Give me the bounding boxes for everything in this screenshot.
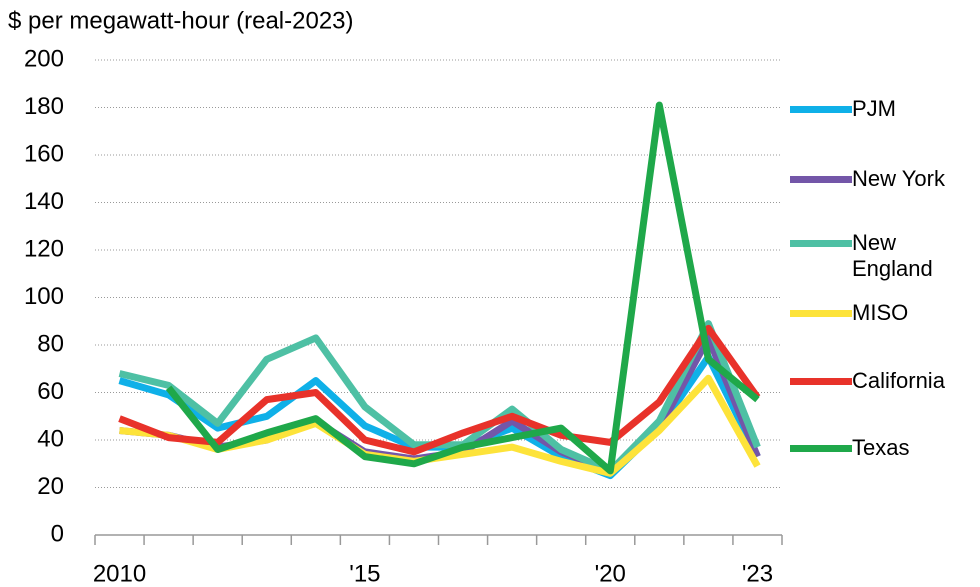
- y-tick-label: 80: [37, 330, 64, 357]
- legend-swatch: [790, 378, 852, 385]
- x-tick-label: '20: [595, 560, 626, 587]
- legend-item: New York: [790, 166, 962, 192]
- y-tick-label: 120: [24, 235, 64, 262]
- legend-label: New England: [852, 230, 933, 281]
- legend-label: Texas: [852, 435, 910, 460]
- y-tick-label: 60: [37, 378, 64, 405]
- legend-swatch: [790, 445, 852, 452]
- y-tick-label: 160: [24, 140, 64, 167]
- legend-item: MISO: [790, 300, 962, 326]
- series-line: [118, 324, 761, 456]
- y-tick-label: 200: [24, 45, 64, 72]
- legend-label: PJM: [852, 96, 896, 121]
- legend-swatch: [790, 176, 852, 183]
- y-tick-label: 140: [24, 188, 64, 215]
- legend-item: New England: [790, 230, 962, 282]
- y-tick-label: 0: [51, 520, 64, 547]
- series-line: [165, 101, 760, 475]
- x-tick-label: '15: [349, 560, 380, 587]
- x-tick-label: 2010: [93, 560, 146, 587]
- legend-swatch: [790, 310, 852, 317]
- legend-swatch: [790, 240, 852, 247]
- legend-label: MISO: [852, 300, 909, 325]
- legend-item: PJM: [790, 96, 962, 122]
- y-tick-label: 180: [24, 93, 64, 120]
- chart-title: $ per megawatt-hour (real-2023): [8, 7, 354, 34]
- legend-item: California: [790, 368, 962, 394]
- legend-label: California: [852, 368, 945, 393]
- y-tick-label: 20: [37, 473, 64, 500]
- legend-item: Texas: [790, 435, 962, 461]
- legend-label: New York: [852, 166, 945, 191]
- y-tick-label: 40: [37, 425, 64, 452]
- x-tick-label: '23: [742, 560, 773, 587]
- legend-swatch: [790, 106, 852, 113]
- y-tick-label: 100: [24, 283, 64, 310]
